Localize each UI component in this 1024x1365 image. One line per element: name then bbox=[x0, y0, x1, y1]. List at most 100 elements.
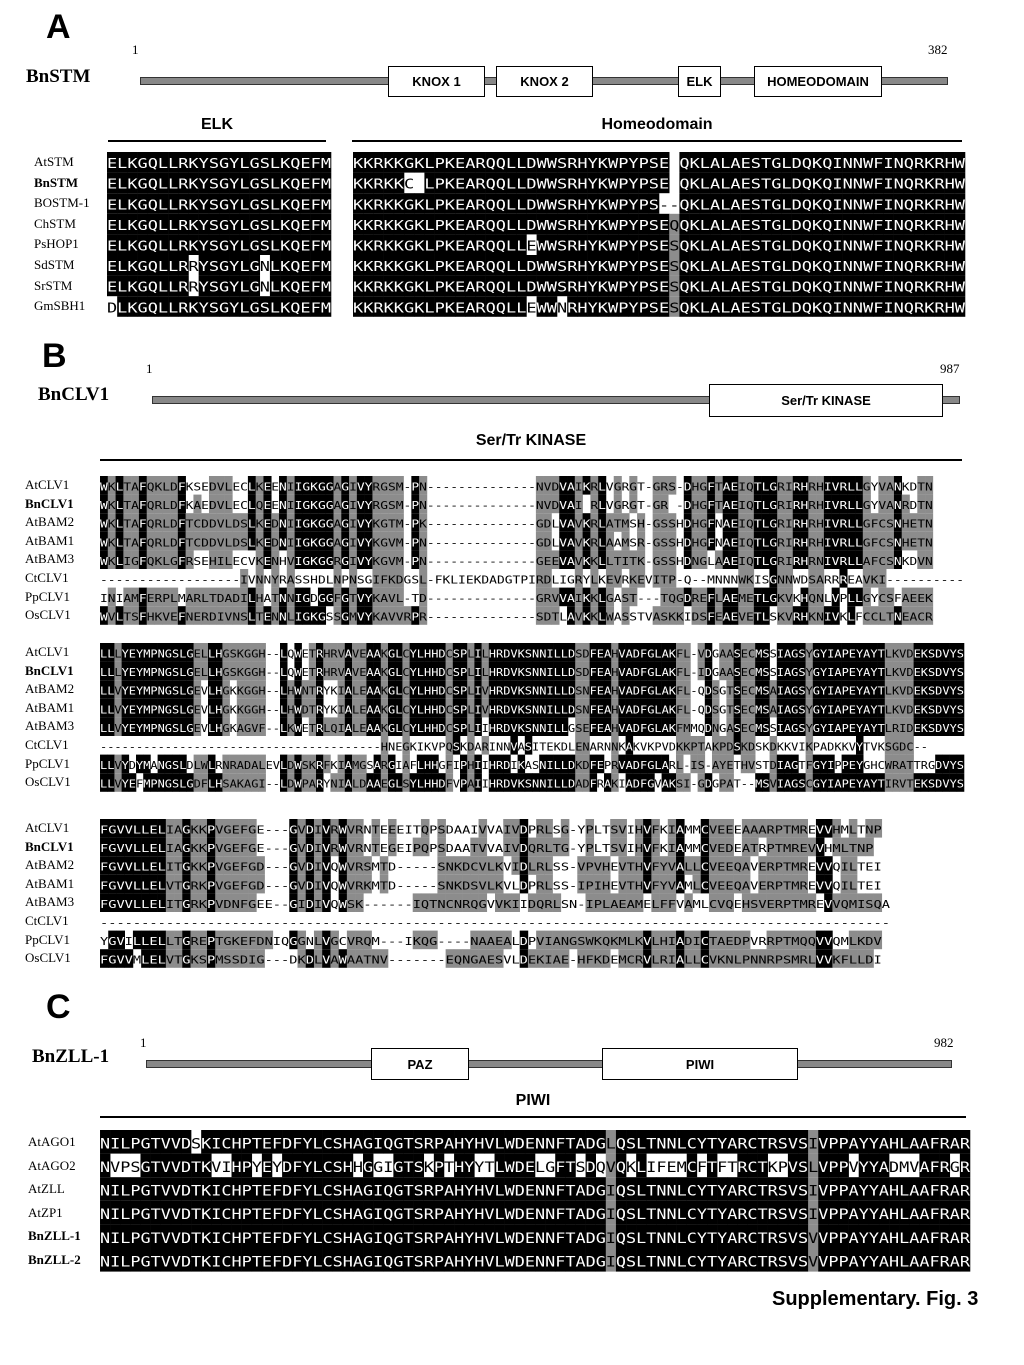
residue-shade bbox=[595, 1224, 607, 1248]
residue-shade bbox=[322, 1130, 333, 1154]
residue-shade bbox=[726, 680, 734, 699]
residue-shade bbox=[725, 949, 734, 968]
residue-shade bbox=[747, 754, 756, 774]
residue-shade bbox=[924, 152, 935, 173]
residue-shade bbox=[784, 568, 794, 588]
residue-shade bbox=[667, 819, 677, 838]
residue-shade bbox=[720, 234, 731, 255]
panel-b-alignment-block-1: WKLTAFQKLDFKSEDVLECLKEENIIGKGGAGIVYRGSM-… bbox=[100, 476, 964, 625]
residue-shade bbox=[920, 698, 929, 718]
residue-shade bbox=[647, 717, 655, 736]
residue-shade bbox=[363, 193, 374, 214]
residue-shade bbox=[675, 661, 684, 681]
residue-shade bbox=[730, 193, 741, 214]
residue-shade bbox=[433, 1224, 445, 1248]
residue-shade bbox=[117, 234, 128, 255]
residue-shade bbox=[286, 513, 295, 532]
residue-shade bbox=[174, 819, 183, 838]
residue-shade bbox=[141, 893, 150, 912]
residue-shade bbox=[279, 531, 288, 551]
residue-shade bbox=[842, 234, 854, 255]
residue-shade bbox=[628, 296, 639, 317]
residue-shade bbox=[416, 643, 425, 662]
residue-shade bbox=[302, 476, 311, 495]
residue-shade bbox=[737, 1247, 748, 1272]
residue-shade bbox=[545, 1224, 556, 1248]
residue-shade bbox=[271, 568, 280, 588]
residue-shade bbox=[294, 531, 303, 551]
residue-shade bbox=[495, 254, 507, 276]
residue-shade bbox=[906, 698, 914, 718]
residue-shade bbox=[675, 680, 684, 699]
residue-shade bbox=[848, 1130, 860, 1154]
residue-shade bbox=[636, 1200, 647, 1225]
residue-shade bbox=[395, 717, 403, 736]
elk-domain-box: ELK bbox=[678, 66, 721, 97]
residue-shade bbox=[373, 193, 384, 214]
species-label-bnclv1: BnCLV1 bbox=[25, 662, 74, 678]
residue-shade bbox=[208, 296, 220, 317]
residue-shade bbox=[585, 1247, 596, 1272]
residue-shade bbox=[634, 893, 644, 912]
residue-shade bbox=[666, 1224, 677, 1248]
residue-shade bbox=[646, 1177, 657, 1201]
residue-shade bbox=[944, 172, 956, 194]
residue-shade bbox=[755, 680, 763, 699]
residue-shade bbox=[711, 754, 720, 774]
residue-shade bbox=[831, 476, 840, 495]
residue-shade bbox=[862, 476, 871, 495]
residue-shade bbox=[689, 172, 701, 194]
residue-shade bbox=[445, 680, 454, 699]
residue-shade bbox=[193, 773, 202, 792]
residue-shade bbox=[524, 698, 533, 718]
residue-shade bbox=[300, 172, 311, 194]
residue-shade bbox=[939, 1247, 951, 1272]
residue-shade bbox=[424, 661, 432, 681]
residue-shade bbox=[178, 296, 189, 317]
residue-shade bbox=[154, 494, 163, 514]
residue-shade bbox=[157, 893, 167, 912]
residue-shade bbox=[168, 152, 179, 173]
residue-shade bbox=[409, 680, 418, 699]
residue-shade bbox=[344, 643, 353, 662]
residue-shade bbox=[208, 773, 216, 792]
residue-shade bbox=[127, 172, 138, 194]
residue-shade bbox=[363, 1153, 374, 1178]
residue-shade bbox=[297, 930, 307, 950]
residue-shade bbox=[587, 275, 599, 297]
residue-shade bbox=[216, 531, 225, 551]
residue-shade bbox=[891, 773, 900, 792]
residue-shade bbox=[757, 1247, 768, 1272]
residue-shade bbox=[766, 856, 776, 875]
residue-shade bbox=[249, 234, 261, 255]
residue-shade bbox=[819, 754, 828, 774]
residue-shade bbox=[597, 193, 609, 214]
residue-shade bbox=[364, 606, 373, 625]
residue-shade bbox=[954, 254, 966, 276]
residue-shade bbox=[172, 643, 180, 662]
residue-shade bbox=[574, 568, 583, 588]
residue-shade bbox=[722, 494, 731, 514]
residue-shade bbox=[380, 754, 389, 774]
residue-shade bbox=[927, 680, 936, 699]
residue-shade bbox=[474, 1177, 485, 1201]
residue-shade bbox=[527, 949, 537, 968]
residue-shade bbox=[413, 1247, 425, 1272]
residue-shade bbox=[465, 296, 476, 317]
residue-shade bbox=[251, 1177, 263, 1201]
residue-shade bbox=[524, 680, 533, 699]
residue-shade bbox=[219, 234, 230, 255]
residue-shade bbox=[413, 1200, 425, 1225]
residue-shade bbox=[935, 680, 943, 699]
residue-shade bbox=[725, 930, 734, 950]
residue-shade bbox=[249, 296, 261, 317]
residue-shade bbox=[475, 254, 486, 276]
residue-shade bbox=[567, 773, 576, 792]
residue-shade bbox=[766, 930, 776, 950]
residue-shade bbox=[862, 550, 871, 569]
residue-shade bbox=[949, 698, 958, 718]
residue-shade bbox=[251, 1200, 263, 1225]
